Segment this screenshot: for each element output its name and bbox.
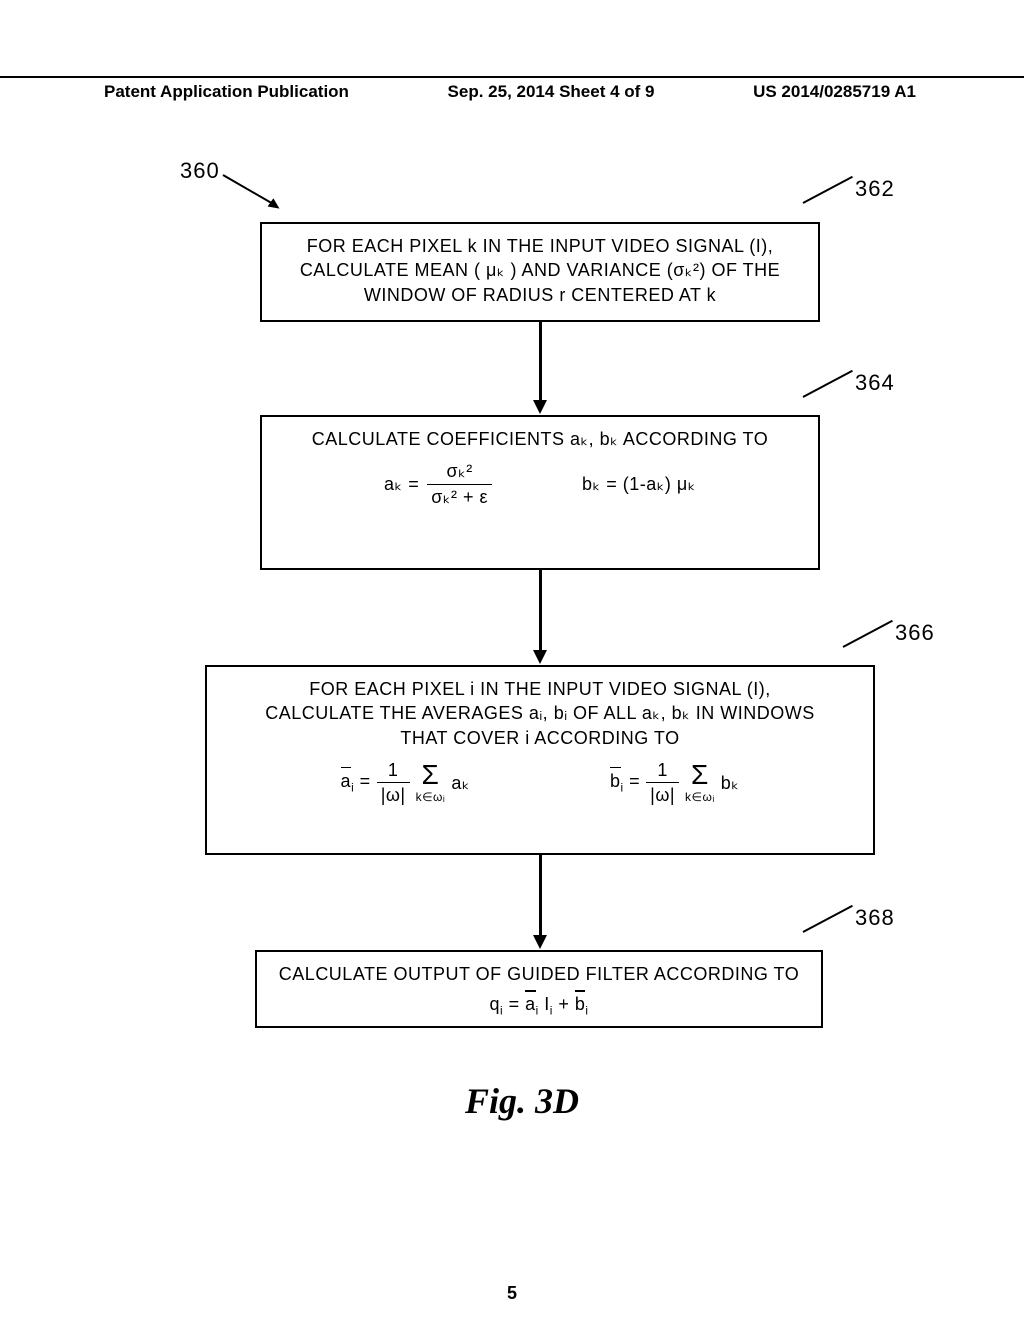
- eq-abar-num: 1: [377, 758, 410, 783]
- ref-label-364: 364: [855, 370, 895, 396]
- ref-label-362: 362: [855, 176, 895, 202]
- box4-eq: qi = ai Ii + bi: [265, 992, 813, 1019]
- header-publication: Patent Application Publication: [104, 82, 349, 102]
- step-box-368: CALCULATE OUTPUT OF GUIDED FILTER ACCORD…: [255, 950, 823, 1028]
- arrow-1-2: [539, 322, 542, 402]
- eq-ak: aₖ = σₖ² σₖ² + ε: [384, 459, 492, 509]
- eq-abar-den: |ω|: [377, 783, 410, 807]
- sigma-icon: Σ: [691, 761, 709, 789]
- box2-equations: aₖ = σₖ² σₖ² + ε bₖ = (1-aₖ) μₖ: [270, 459, 810, 509]
- arrow-3-4: [539, 855, 542, 937]
- leader-364: [803, 370, 853, 398]
- ref-label-366: 366: [895, 620, 935, 646]
- eq-bbar-num: 1: [646, 758, 679, 783]
- arrowhead-2-3: [533, 650, 547, 664]
- eq-abar-sum: Σ k∈ωᵢ: [416, 761, 446, 805]
- eq-ak-lhs: aₖ =: [384, 472, 419, 496]
- eq-abar-term: aₖ: [451, 771, 470, 795]
- eq-ak-frac: σₖ² σₖ² + ε: [427, 459, 492, 509]
- page-number: 5: [507, 1283, 517, 1304]
- eq-ak-den: σₖ² + ε: [427, 485, 492, 509]
- header-date-sheet: Sep. 25, 2014 Sheet 4 of 9: [448, 82, 655, 102]
- arrowhead-3-4: [533, 935, 547, 949]
- eq-bbar-frac: 1 |ω|: [646, 758, 679, 808]
- eq-abar-below: k∈ωᵢ: [416, 789, 446, 805]
- box3-line3: THAT COVER i ACCORDING TO: [215, 726, 865, 750]
- eq-ak-num: σₖ²: [427, 459, 492, 484]
- arrow-2-3: [539, 570, 542, 652]
- eq-bbar-sum: Σ k∈ωᵢ: [685, 761, 715, 805]
- box1-line3: WINDOW OF RADIUS r CENTERED AT k: [270, 283, 810, 307]
- box3-line2: CALCULATE THE AVERAGES aᵢ, bᵢ OF ALL aₖ,…: [215, 701, 865, 725]
- header-patent-number: US 2014/0285719 A1: [753, 82, 916, 102]
- eq-bk: bₖ = (1-aₖ) μₖ: [582, 472, 696, 496]
- eq-bbar-term: bₖ: [721, 771, 740, 795]
- page-header: Patent Application Publication Sep. 25, …: [0, 76, 1024, 102]
- flowchart: 360 362 FOR EACH PIXEL k IN THE INPUT VI…: [175, 160, 875, 1120]
- eq-bbar-den: |ω|: [646, 783, 679, 807]
- ref-label-368: 368: [855, 905, 895, 931]
- leader-360: [223, 174, 274, 205]
- box2-line1: CALCULATE COEFFICIENTS aₖ, bₖ ACCORDING …: [270, 427, 810, 451]
- step-box-362: FOR EACH PIXEL k IN THE INPUT VIDEO SIGN…: [260, 222, 820, 322]
- eq-bbar: bi = 1 |ω| Σ k∈ωᵢ bₖ: [610, 758, 739, 808]
- box4-line1: CALCULATE OUTPUT OF GUIDED FILTER ACCORD…: [265, 962, 813, 986]
- ref-label-360: 360: [180, 158, 220, 184]
- eq-bbar-lhs: bi =: [610, 769, 640, 796]
- eq-abar-frac: 1 |ω|: [377, 758, 410, 808]
- eq-abar-lhs: ai =: [341, 769, 371, 796]
- leader-368: [803, 905, 853, 933]
- eq-bbar-below: k∈ωᵢ: [685, 789, 715, 805]
- eq-abar: ai = 1 |ω| Σ k∈ωᵢ aₖ: [341, 758, 470, 808]
- box3-equations: ai = 1 |ω| Σ k∈ωᵢ aₖ bi = 1 |ω| Σ: [215, 758, 865, 808]
- sigma-icon: Σ: [422, 761, 440, 789]
- figure-caption: Fig. 3D: [465, 1080, 579, 1122]
- step-box-364: CALCULATE COEFFICIENTS aₖ, bₖ ACCORDING …: [260, 415, 820, 570]
- step-box-366: FOR EACH PIXEL i IN THE INPUT VIDEO SIGN…: [205, 665, 875, 855]
- leader-362: [803, 176, 853, 204]
- arrowhead-1-2: [533, 400, 547, 414]
- box1-line1: FOR EACH PIXEL k IN THE INPUT VIDEO SIGN…: [270, 234, 810, 258]
- leader-366: [843, 620, 893, 648]
- box1-line2: CALCULATE MEAN ( μₖ ) AND VARIANCE (σₖ²)…: [270, 258, 810, 282]
- box3-line1: FOR EACH PIXEL i IN THE INPUT VIDEO SIGN…: [215, 677, 865, 701]
